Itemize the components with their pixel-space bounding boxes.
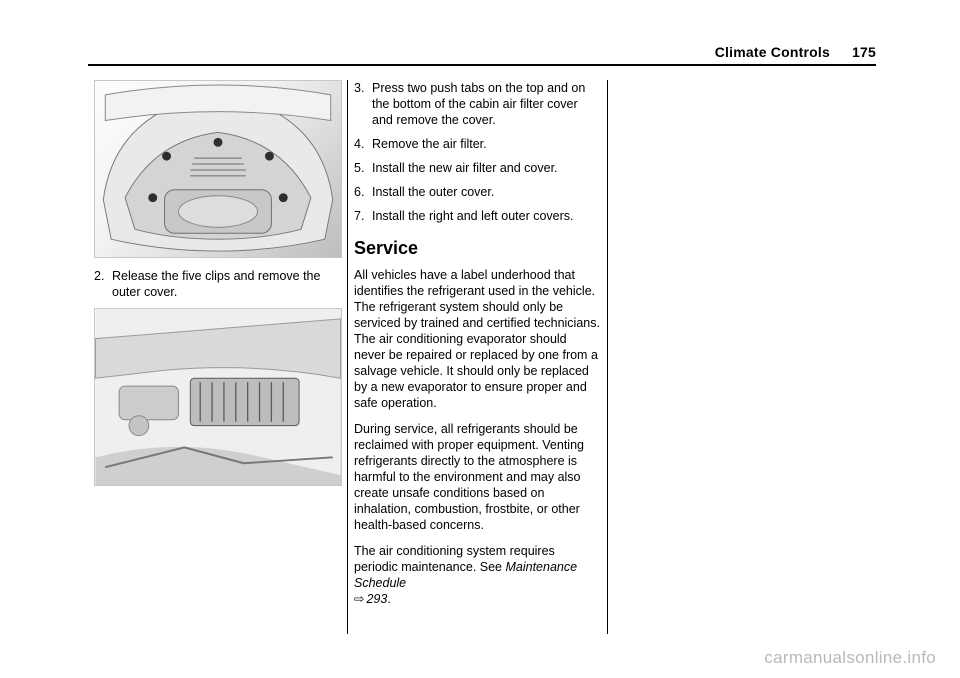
step-number: 5. [354, 160, 372, 176]
step-2: 2. Release the five clips and remove the… [94, 268, 341, 300]
service-para-3: The air conditioning system requires per… [354, 543, 601, 607]
column-1: 2. Release the five clips and remove the… [88, 80, 348, 634]
step-text: Release the five clips and remove the ou… [112, 268, 341, 300]
step-5: 5. Install the new air filter and cover. [354, 160, 601, 176]
step-text: Install the right and left outer covers. [372, 208, 601, 224]
step-text: Install the outer cover. [372, 184, 601, 200]
running-header: Climate Controls 175 [715, 44, 876, 60]
step-number: 2. [94, 268, 112, 300]
service-para-2: During service, all refrigerants should … [354, 421, 601, 533]
crossref-arrow-icon: ⇨ [354, 592, 364, 606]
step-text: Remove the air filter. [372, 136, 601, 152]
column-container: 2. Release the five clips and remove the… [88, 66, 876, 634]
manual-page: Climate Controls 175 [88, 64, 876, 634]
step-number: 4. [354, 136, 372, 152]
section-title: Climate Controls [715, 44, 830, 60]
page-number: 175 [852, 44, 876, 60]
crossref-page: 293 [366, 592, 387, 606]
service-para-1: All vehicles have a label underhood that… [354, 267, 601, 411]
step-text: Press two push tabs on the top and on th… [372, 80, 601, 128]
figure-filter-housing [94, 308, 342, 486]
step-text: Install the new air filter and cover. [372, 160, 601, 176]
column-3 [608, 80, 868, 634]
watermark: carmanualsonline.info [764, 648, 936, 668]
step-number: 3. [354, 80, 372, 128]
step-number: 6. [354, 184, 372, 200]
step-7: 7. Install the right and left outer cove… [354, 208, 601, 224]
column-2: 3. Press two push tabs on the top and on… [348, 80, 608, 634]
step-number: 7. [354, 208, 372, 224]
para3-tail: . [387, 592, 390, 606]
step-6: 6. Install the outer cover. [354, 184, 601, 200]
step-4: 4. Remove the air filter. [354, 136, 601, 152]
service-heading: Service [354, 238, 601, 259]
figure-trunk-clips [94, 80, 342, 258]
step-3: 3. Press two push tabs on the top and on… [354, 80, 601, 128]
